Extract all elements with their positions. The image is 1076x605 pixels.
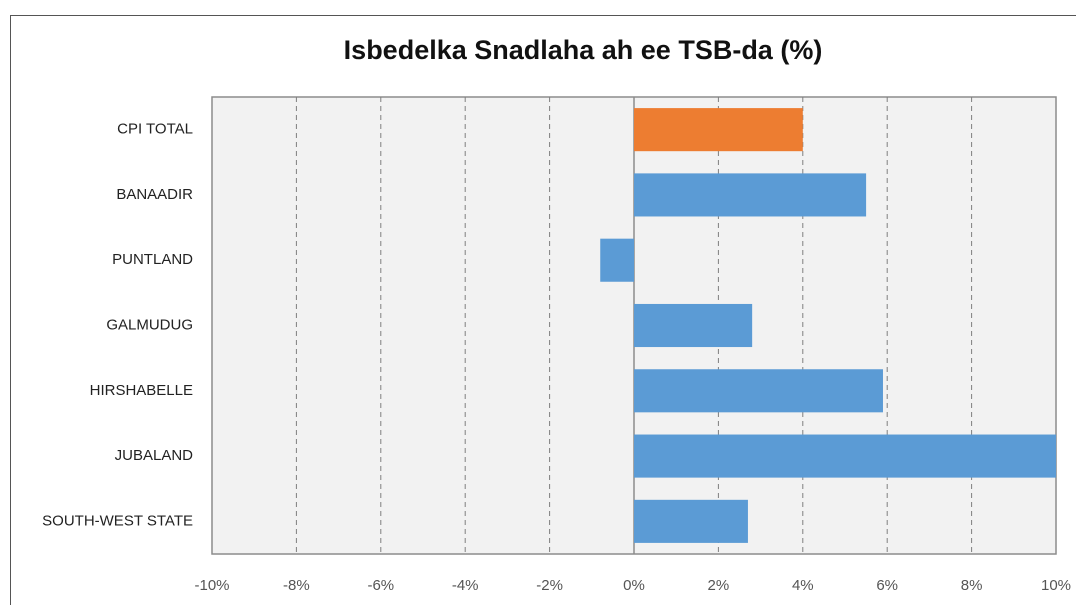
x-tick-label: -2% xyxy=(536,577,563,594)
bar xyxy=(600,238,634,282)
bar xyxy=(634,369,883,413)
y-tick-label: PUNTLAND xyxy=(112,251,193,268)
y-tick-label: BANAADIR xyxy=(116,186,193,203)
x-tick-label: -8% xyxy=(283,577,310,594)
x-tick-label: -4% xyxy=(452,577,479,594)
chart-title: Isbedelka Snadlaha ah ee TSB-da (%) xyxy=(344,35,823,65)
bar xyxy=(634,434,1056,478)
bar xyxy=(634,173,867,217)
x-tick-label: 6% xyxy=(876,577,898,594)
y-tick-label: SOUTH-WEST STATE xyxy=(42,512,193,529)
x-tick-label: 0% xyxy=(623,577,645,594)
y-tick-label: HIRSHABELLE xyxy=(90,382,193,399)
bar xyxy=(634,499,748,543)
x-tick-label: 8% xyxy=(961,577,983,594)
x-tick-label: 2% xyxy=(708,577,730,594)
x-tick-label: -10% xyxy=(194,577,229,594)
y-tick-label: JUBALAND xyxy=(115,447,194,464)
x-tick-label: -6% xyxy=(367,577,394,594)
x-tick-label: 10% xyxy=(1041,577,1071,594)
bar xyxy=(634,108,803,152)
y-tick-label: CPI TOTAL xyxy=(117,121,193,138)
y-tick-label: GALMUDUG xyxy=(106,316,193,333)
bar xyxy=(634,303,753,348)
x-tick-label: 4% xyxy=(792,577,814,594)
